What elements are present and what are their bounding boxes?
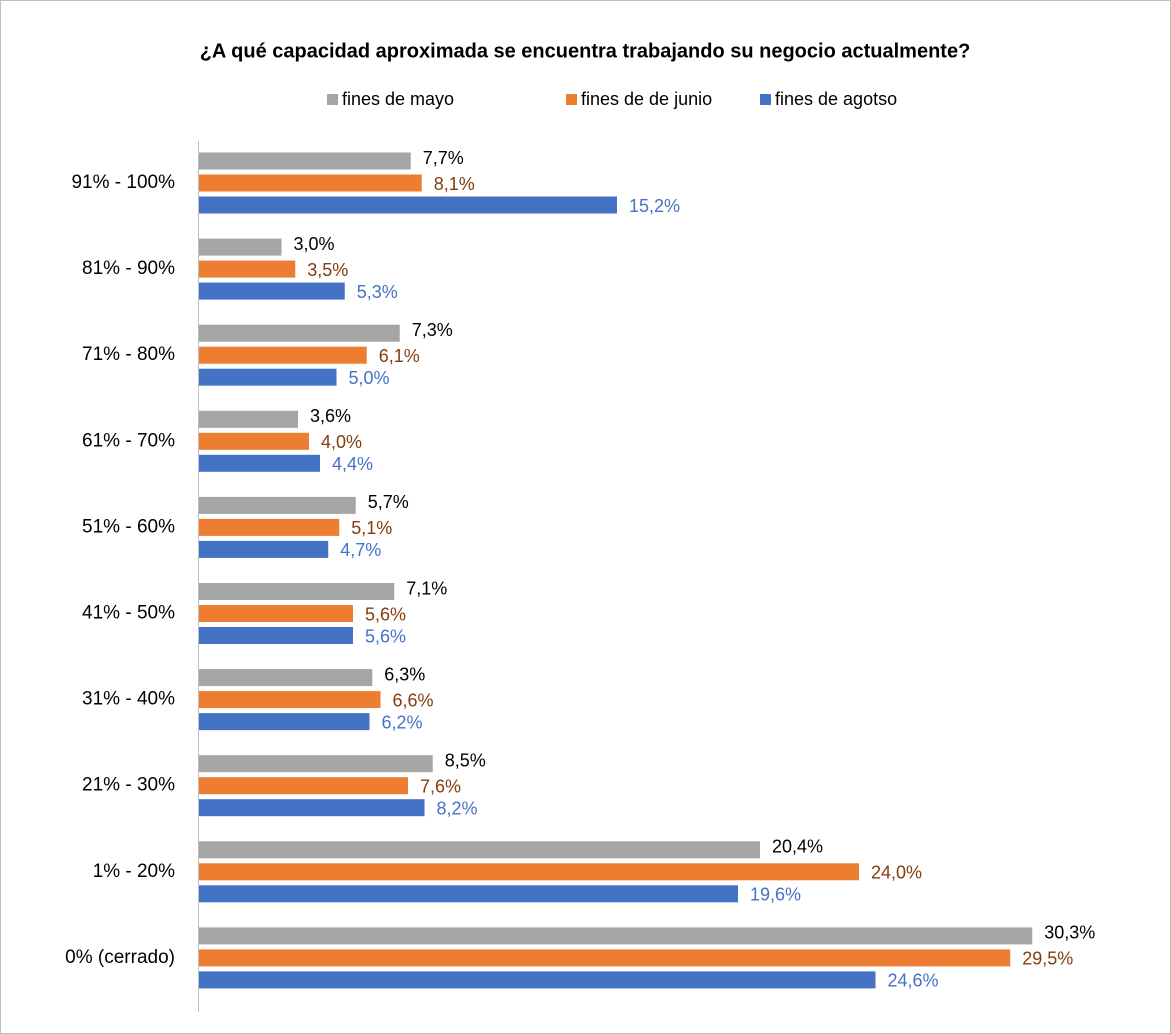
legend-swatch [327, 94, 338, 105]
chart-title: ¿A qué capacidad aproximada se encuentra… [200, 40, 971, 62]
bar [199, 540, 329, 558]
value-label: 30,3% [1044, 923, 1095, 943]
legend-label: fines de de junio [581, 89, 712, 109]
value-label: 7,1% [406, 578, 447, 598]
bar [199, 799, 425, 817]
bar [199, 627, 353, 644]
value-label: 5,1% [351, 518, 392, 538]
value-label: 7,3% [412, 320, 453, 340]
bar [199, 410, 298, 428]
bar [199, 282, 345, 300]
value-label: 7,6% [420, 776, 461, 796]
bar [199, 174, 422, 192]
category-label: 61% - 70% [82, 430, 175, 451]
bar [199, 927, 1033, 945]
value-label: 6,1% [379, 346, 420, 366]
category-label: 21% - 30% [82, 775, 175, 796]
category-label: 51% - 60% [82, 516, 175, 537]
category-label: 0% (cerrado) [65, 947, 175, 968]
bar [199, 777, 408, 795]
value-label: 4,4% [332, 454, 373, 474]
category-label: 1% - 20% [93, 861, 175, 882]
bar [199, 196, 617, 214]
value-label: 8,2% [437, 798, 478, 818]
value-label: 6,3% [384, 664, 425, 684]
bar [199, 324, 400, 342]
bar [199, 971, 876, 989]
bar [199, 152, 411, 170]
value-label: 19,6% [750, 885, 801, 905]
bar [199, 713, 370, 731]
bar [199, 583, 395, 600]
bar [199, 346, 367, 364]
legend-swatch [760, 94, 771, 105]
value-label: 8,5% [445, 750, 486, 770]
bar [199, 260, 296, 278]
value-label: 8,1% [434, 174, 475, 194]
bar [199, 432, 309, 450]
value-label: 3,5% [307, 260, 348, 280]
bar [199, 496, 356, 514]
category-label: 31% - 40% [82, 689, 175, 710]
legend-label: fines de agotso [775, 89, 897, 109]
bar [199, 454, 320, 472]
bar [199, 841, 760, 859]
bar [199, 605, 353, 622]
bar [199, 863, 859, 881]
value-label: 5,7% [368, 492, 409, 512]
bar [199, 368, 337, 386]
bar [199, 669, 373, 687]
legend-swatch [566, 94, 577, 105]
value-label: 3,0% [294, 234, 335, 254]
value-label: 4,7% [340, 540, 381, 560]
category-label: 41% - 50% [82, 603, 175, 624]
value-label: 5,0% [349, 368, 390, 388]
value-label: 3,6% [310, 406, 351, 426]
value-label: 24,6% [888, 971, 939, 991]
value-label: 15,2% [629, 196, 680, 216]
bar [199, 238, 282, 256]
value-label: 24,0% [871, 863, 922, 883]
legend-label: fines de mayo [342, 89, 454, 109]
bar [199, 949, 1011, 967]
value-label: 5,6% [365, 604, 406, 624]
value-label: 4,0% [321, 432, 362, 452]
value-label: 7,7% [423, 148, 464, 168]
value-label: 20,4% [772, 837, 823, 857]
value-label: 29,5% [1022, 949, 1073, 969]
value-label: 6,2% [382, 712, 423, 732]
category-label: 81% - 90% [82, 258, 175, 279]
value-label: 5,3% [357, 282, 398, 302]
category-label: 91% - 100% [71, 172, 175, 193]
value-label: 6,6% [393, 690, 434, 710]
value-label: 5,6% [365, 626, 406, 646]
category-label: 71% - 80% [82, 344, 175, 365]
bar [199, 885, 738, 903]
bar [199, 755, 433, 773]
bar [199, 691, 381, 709]
bar [199, 518, 340, 536]
